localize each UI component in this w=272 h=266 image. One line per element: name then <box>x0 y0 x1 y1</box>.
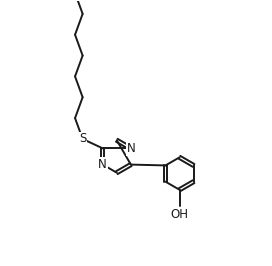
Text: N: N <box>98 158 107 171</box>
Text: S: S <box>79 132 86 146</box>
Text: OH: OH <box>171 208 188 221</box>
Text: N: N <box>126 142 135 155</box>
